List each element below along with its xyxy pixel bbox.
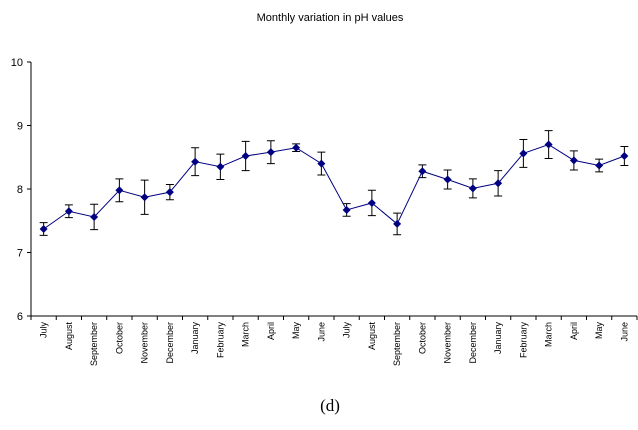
x-tick-label: May — [291, 322, 301, 340]
marker — [620, 151, 629, 160]
x-tick-label: September — [392, 322, 402, 366]
x-tick-label: April — [266, 322, 276, 340]
marker — [90, 212, 99, 221]
marker — [191, 157, 200, 166]
x-tick-label: September — [89, 322, 99, 366]
marker — [64, 207, 73, 216]
marker — [342, 205, 351, 214]
marker — [165, 188, 174, 197]
x-tick-label: December — [468, 322, 478, 364]
marker — [595, 161, 604, 170]
marker — [317, 159, 326, 168]
x-tick-label: January — [493, 322, 503, 355]
x-tick-label: November — [140, 322, 150, 364]
y-tick-label: 9 — [17, 121, 23, 133]
marker — [468, 184, 477, 193]
x-tick-label: July — [342, 322, 352, 339]
y-tick-label: 10 — [11, 57, 23, 69]
marker — [494, 179, 503, 188]
x-tick-label: June — [316, 322, 326, 342]
marker — [266, 148, 275, 157]
x-tick-label: February — [215, 322, 225, 359]
marker — [140, 193, 149, 202]
marker — [216, 162, 225, 171]
caption: (d) — [320, 396, 340, 415]
marker — [241, 151, 250, 160]
x-tick-label: March — [544, 322, 554, 347]
marker — [544, 140, 553, 149]
marker — [292, 143, 301, 152]
x-tick-label: May — [594, 322, 604, 340]
y-tick-label: 7 — [17, 248, 23, 260]
x-tick-label: August — [64, 322, 74, 351]
y-tick-label: 6 — [17, 311, 23, 323]
x-tick-label: August — [367, 322, 377, 351]
x-tick-label: October — [114, 322, 124, 354]
chart-title: Monthly variation in pH values — [257, 12, 404, 24]
marker — [367, 198, 376, 207]
x-tick-label: January — [190, 322, 200, 355]
marker — [443, 175, 452, 184]
marker — [569, 156, 578, 165]
marker — [418, 167, 427, 176]
marker — [115, 186, 124, 195]
x-tick-label: March — [241, 322, 251, 347]
x-tick-label: July — [39, 322, 49, 339]
x-tick-label: February — [518, 322, 528, 359]
marker — [39, 225, 48, 234]
x-tick-label: April — [569, 322, 579, 340]
marker — [519, 149, 528, 158]
x-tick-label: November — [443, 322, 453, 364]
line — [43, 143, 625, 230]
x-tick-label: October — [417, 322, 427, 354]
marker — [393, 219, 402, 228]
x-tick-label: December — [165, 322, 175, 364]
x-tick-label: June — [619, 322, 629, 342]
y-tick-label: 8 — [17, 184, 23, 196]
